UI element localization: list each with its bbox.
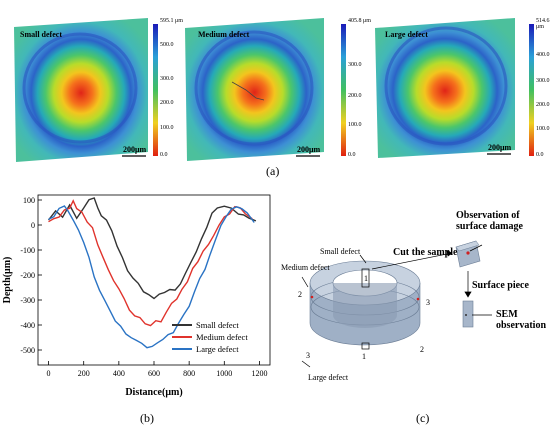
- panel-b: 100 0 -100 -200 -300 -400 -500 0 200 400 600 800 10…: [0, 185, 280, 436]
- x-tick-label: 1200: [251, 369, 267, 378]
- map-title-medium: Medium defect: [198, 30, 250, 39]
- scale-bar-label: 200μm: [297, 145, 321, 154]
- cut-sample-piece: [455, 240, 481, 268]
- panel-label-a: (a): [266, 164, 280, 178]
- depth-profile-chart: 1000-100-200-300-400-500 0 200 400 600 800 10…: [2, 194, 271, 398]
- colorbar-tick: 0.0: [536, 152, 544, 158]
- colorbar-3: [529, 24, 534, 156]
- colorbar-1: [153, 24, 158, 156]
- x-tick-label: 200: [78, 369, 90, 378]
- label-observation-1: Observation of: [456, 210, 520, 221]
- y-tick-label: -500: [20, 346, 35, 355]
- marker-3: 3: [306, 351, 310, 360]
- label-surface-piece: Surface piece: [472, 280, 529, 291]
- legend-entry: Large defect: [196, 344, 239, 354]
- series-line-3: [48, 205, 255, 349]
- label-small-defect: Small defect: [320, 247, 361, 256]
- map-title-small: Small defect: [20, 30, 62, 39]
- colorbar-tick: 100.0: [160, 125, 174, 131]
- y-tick-label: 0: [31, 221, 35, 230]
- height-map-small: [14, 18, 158, 162]
- x-tick-label: 600: [148, 369, 160, 378]
- map-title-large: Large defect: [385, 30, 428, 39]
- x-tick-label: 0: [47, 369, 51, 378]
- x-tick-label: 800: [183, 369, 195, 378]
- label-sem-2: observation: [496, 320, 546, 331]
- panel-a: Small defect Medium defect Large defect …: [0, 0, 550, 180]
- scale-bar-label: 200μm: [488, 143, 512, 152]
- colorbar-tick: 500.0: [160, 42, 174, 48]
- sample-cutting-diagram: [301, 240, 492, 368]
- scale-bar-label: 200μm: [123, 145, 147, 154]
- y-tick-label: -200: [20, 271, 35, 280]
- colorbar-tick: 300.0: [348, 62, 362, 68]
- cut-region: [361, 268, 370, 288]
- colorbar-max: 405.8 μm: [348, 18, 371, 24]
- series-line-2: [48, 199, 253, 327]
- colorbar-tick: 200.0: [160, 100, 174, 106]
- colorbar-tick: 200.0: [536, 102, 550, 108]
- x-tick-label: 400: [113, 369, 125, 378]
- panel-label-c: (c): [416, 411, 430, 425]
- x-tick-label: 1000: [216, 369, 232, 378]
- y-tick-label: 100: [23, 196, 35, 205]
- x-axis-label: Distance(μm): [125, 387, 182, 398]
- label-observation-2: surface damage: [456, 221, 523, 232]
- colorbar-tick: 100.0: [536, 126, 550, 132]
- height-maps: [14, 18, 534, 162]
- colorbar-max: 514.6 μm: [536, 18, 550, 30]
- panel-c: Small defect Medium defect Large defect …: [280, 185, 550, 436]
- colorbar-tick: 200.0: [348, 93, 362, 99]
- marker-3: 3: [426, 298, 430, 307]
- panel-label-b: (b): [140, 411, 154, 425]
- legend-entry: Small defect: [196, 320, 239, 330]
- label-medium-defect: Medium defect: [281, 263, 330, 272]
- y-axis-label: Depth(μm): [2, 257, 13, 304]
- y-tick-label: -300: [20, 296, 35, 305]
- label-sem-1: SEM: [496, 309, 518, 320]
- marker-1: 1: [364, 274, 368, 283]
- surface-piece: [462, 300, 474, 328]
- colorbar-2: [341, 24, 346, 156]
- marker-1: 1: [362, 352, 366, 361]
- arrows: [301, 244, 492, 368]
- label-cut-sample: Cut the sample: [393, 247, 458, 258]
- colorbar-tick: 100.0: [348, 122, 362, 128]
- colorbar-tick: 300.0: [536, 78, 550, 84]
- colorbar-max: 595.1 μm: [160, 18, 183, 24]
- bearing-ring: [309, 260, 421, 350]
- colorbar-tick: 0.0: [160, 152, 168, 158]
- marker-2: 2: [298, 290, 302, 299]
- colorbar-tick: 300.0: [160, 76, 174, 82]
- y-tick-label: -400: [20, 321, 35, 330]
- y-tick-label: -100: [20, 246, 35, 255]
- marker-2: 2: [420, 345, 424, 354]
- legend-entry: Medium defect: [196, 332, 248, 342]
- label-large-defect: Large defect: [308, 373, 349, 382]
- height-map-medium: [185, 18, 346, 161]
- series-line-1: [47, 197, 257, 300]
- height-map-large: [375, 18, 534, 158]
- colorbar-tick: 400.0: [536, 52, 550, 58]
- colorbar-tick: 0.0: [348, 152, 356, 158]
